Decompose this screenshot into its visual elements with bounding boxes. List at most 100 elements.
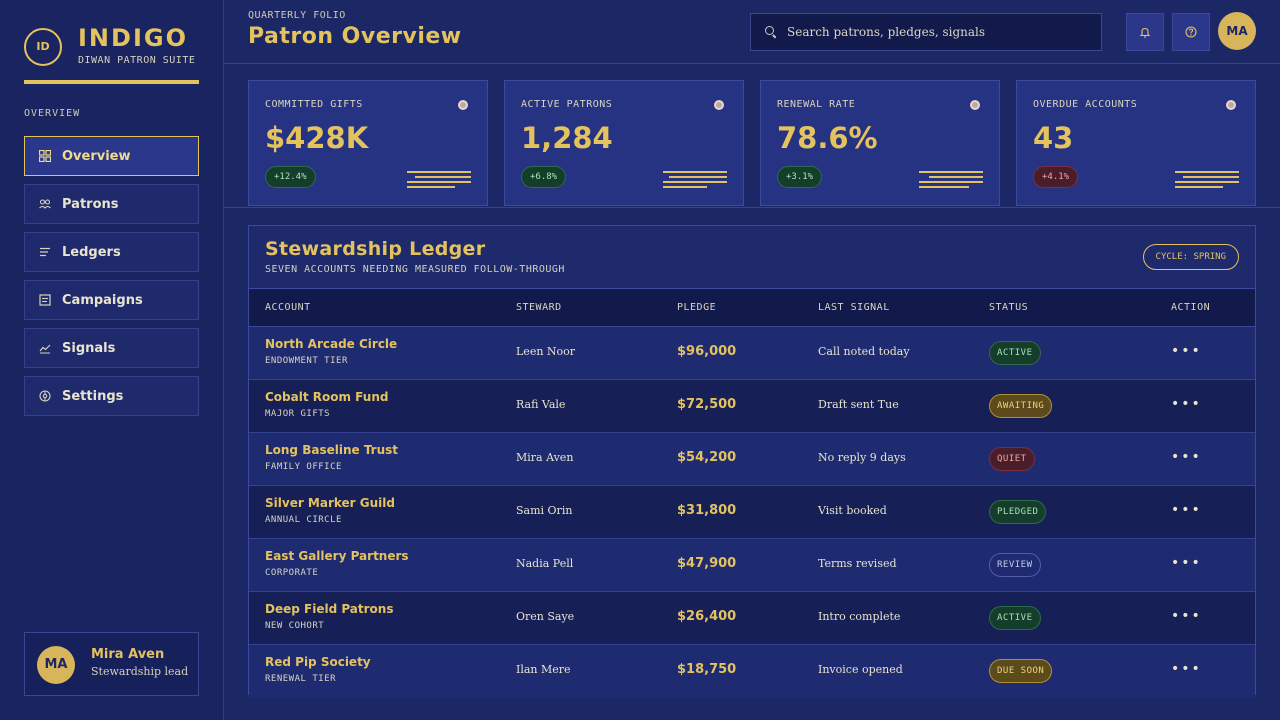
steward-name: Nadia Pell <box>516 557 574 570</box>
more-actions-icon[interactable]: ••• <box>1171 502 1202 518</box>
account-name[interactable]: Red Pip Society <box>265 655 371 669</box>
sidebar-item-label: Patrons <box>62 196 119 212</box>
document-icon <box>39 294 51 306</box>
people-icon <box>39 198 51 210</box>
table-row[interactable]: Cobalt Room Fund MAJOR GIFTS Rafi Vale $… <box>249 380 1255 433</box>
more-actions-icon[interactable]: ••• <box>1171 396 1202 412</box>
sidebar-item-overview[interactable]: Overview <box>24 136 199 176</box>
kpi-delta-badge: +4.1% <box>1033 166 1079 188</box>
steward-name: Ilan Mere <box>516 663 571 676</box>
status-badge: AWAITING <box>989 394 1053 418</box>
steward-name: Sami Orin <box>516 504 573 517</box>
brand-logo-icon: ID <box>24 28 62 66</box>
account-tier: CORPORATE <box>265 568 319 578</box>
sparkline-icon <box>407 171 471 188</box>
sidebar-item-settings[interactable]: Settings <box>24 376 199 416</box>
status-dot-icon <box>1226 100 1236 110</box>
account-name[interactable]: Deep Field Patrons <box>265 602 394 616</box>
more-actions-icon[interactable]: ••• <box>1171 449 1202 465</box>
kpi-card-overdue-accounts[interactable]: OVERDUE ACCOUNTS 43 +4.1% <box>1016 80 1256 206</box>
kpi-card-renewal-rate[interactable]: RENEWAL RATE 78.6% +3.1% <box>760 80 1000 206</box>
table-header: ACCOUNT STEWARD PLEDGE LAST SIGNAL STATU… <box>249 288 1255 327</box>
status-badge: QUIET <box>989 447 1035 471</box>
table-row[interactable]: East Gallery Partners CORPORATE Nadia Pe… <box>249 539 1255 592</box>
status-badge: DUE SOON <box>989 659 1053 683</box>
kpi-value: $428K <box>265 121 369 155</box>
user-role: Stewardship lead <box>91 665 189 678</box>
brand-subtitle: DIWAN PATRON SUITE <box>78 55 196 66</box>
pledge-amount: $72,500 <box>677 397 737 412</box>
account-name[interactable]: North Arcade Circle <box>265 337 398 351</box>
sidebar-item-ledgers[interactable]: Ledgers <box>24 232 199 272</box>
column-header-status[interactable]: STATUS <box>989 302 1029 313</box>
sidebar-item-campaigns[interactable]: Campaigns <box>24 280 199 320</box>
search-icon <box>765 26 777 38</box>
sidebar-item-label: Settings <box>62 388 124 404</box>
bell-icon <box>1139 27 1151 38</box>
avatar: MA <box>37 646 75 684</box>
sparkline-icon <box>663 171 727 188</box>
account-name[interactable]: Cobalt Room Fund <box>265 390 389 404</box>
last-signal: Terms revised <box>818 557 897 570</box>
pledge-amount: $54,200 <box>677 450 737 465</box>
kpi-card-committed-gifts[interactable]: COMMITTED GIFTS $428K +12.4% <box>248 80 488 206</box>
more-actions-icon[interactable]: ••• <box>1171 661 1202 677</box>
account-tier: FAMILY OFFICE <box>265 462 342 472</box>
kpi-value: 43 <box>1033 121 1074 155</box>
sidebar-item-patrons[interactable]: Patrons <box>24 184 199 224</box>
nav-section-label: OVERVIEW <box>24 108 81 119</box>
sidebar-nav: Overview Patrons Ledgers Campaigns Signa… <box>24 136 199 424</box>
kpi-label: RENEWAL RATE <box>777 99 856 110</box>
status-badge: PLEDGED <box>989 500 1047 524</box>
column-header-account[interactable]: ACCOUNT <box>265 302 311 313</box>
status-badge: ACTIVE <box>989 341 1041 365</box>
grid-icon <box>38 149 52 163</box>
more-actions-icon[interactable]: ••• <box>1171 608 1202 624</box>
column-header-last-signal[interactable]: LAST SIGNAL <box>818 302 890 313</box>
column-header-steward[interactable]: STEWARD <box>516 302 562 313</box>
brand[interactable]: ID INDIGO DIWAN PATRON SUITE <box>24 24 199 84</box>
table-row[interactable]: North Arcade Circle ENDOWMENT TIER Leen … <box>249 327 1255 380</box>
pledge-amount: $96,000 <box>677 344 737 359</box>
help-icon <box>1185 26 1197 38</box>
more-actions-icon[interactable]: ••• <box>1171 343 1202 359</box>
avatar[interactable]: MA <box>1218 12 1256 50</box>
account-tier: RENEWAL TIER <box>265 674 337 684</box>
account-name[interactable]: East Gallery Partners <box>265 549 409 563</box>
sparkline-icon <box>919 171 983 188</box>
table-row[interactable]: Long Baseline Trust FAMILY OFFICE Mira A… <box>249 433 1255 486</box>
table-row[interactable]: Red Pip Society RENEWAL TIER Ilan Mere $… <box>249 645 1255 698</box>
sidebar-item-label: Overview <box>62 148 131 164</box>
account-name[interactable]: Silver Marker Guild <box>265 496 395 510</box>
sidebar-item-label: Ledgers <box>62 244 121 260</box>
search-input[interactable] <box>787 14 1101 50</box>
column-header-pledge[interactable]: PLEDGE <box>677 302 717 313</box>
pledge-amount: $18,750 <box>677 662 737 677</box>
account-tier: ENDOWMENT TIER <box>265 356 348 366</box>
pledge-amount: $47,900 <box>677 556 737 571</box>
table-row[interactable]: Silver Marker Guild ANNUAL CIRCLE Sami O… <box>249 486 1255 539</box>
brand-divider <box>24 80 199 84</box>
user-profile-card[interactable]: MA Mira Aven Stewardship lead <box>24 632 199 696</box>
more-actions-icon[interactable]: ••• <box>1171 555 1202 571</box>
section-divider <box>224 207 1280 208</box>
search-bar[interactable] <box>750 13 1102 51</box>
account-tier: MAJOR GIFTS <box>265 409 331 419</box>
kpi-card-active-patrons[interactable]: ACTIVE PATRONS 1,284 +6.8% <box>504 80 744 206</box>
panel-subtitle: SEVEN ACCOUNTS NEEDING MEASURED FOLLOW-T… <box>265 264 565 275</box>
sidebar-item-signals[interactable]: Signals <box>24 328 199 368</box>
table-row[interactable]: Deep Field Patrons NEW COHORT Oren Saye … <box>249 592 1255 645</box>
last-signal: No reply 9 days <box>818 451 906 464</box>
notifications-button[interactable] <box>1126 13 1164 51</box>
page-eyebrow: QUARTERLY FOLIO <box>248 10 346 21</box>
sidebar: ID INDIGO DIWAN PATRON SUITE OVERVIEW Ov… <box>0 0 224 720</box>
page-title: Patron Overview <box>248 24 462 49</box>
steward-name: Mira Aven <box>516 451 574 464</box>
last-signal: Intro complete <box>818 610 901 623</box>
account-name[interactable]: Long Baseline Trust <box>265 443 399 457</box>
pledge-amount: $31,800 <box>677 503 737 518</box>
last-signal: Call noted today <box>818 345 910 358</box>
cycle-filter-button[interactable]: CYCLE: SPRING <box>1142 244 1239 270</box>
help-button[interactable] <box>1172 13 1210 51</box>
gear-icon <box>39 390 51 402</box>
